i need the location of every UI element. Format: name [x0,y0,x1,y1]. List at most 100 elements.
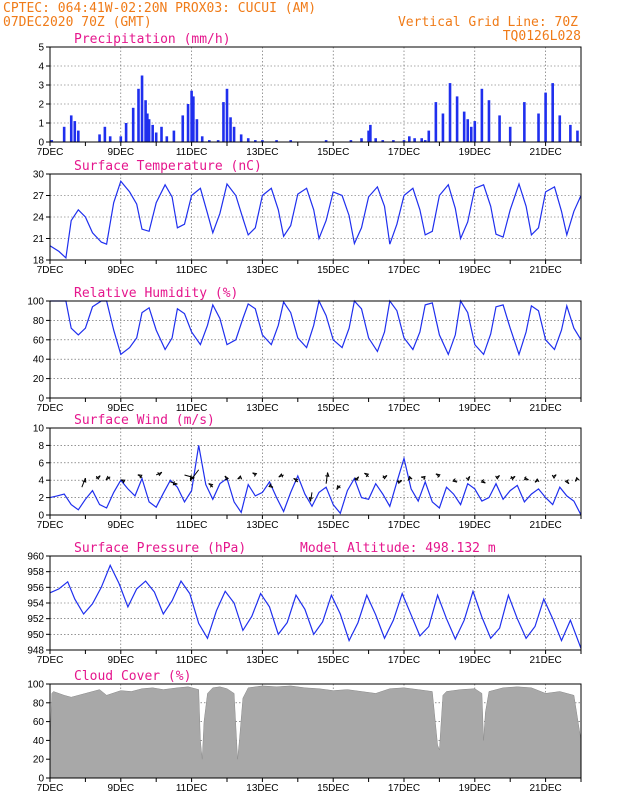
humidity-xtick-label: 7DEC [37,403,64,414]
grid-note: Vertical Grid Line: 70Z [398,15,578,30]
temperature-xtick-label: 21DEC [529,265,561,276]
wind-xtick-label: 11DEC [176,520,208,531]
precip-bar [408,136,411,142]
precip-ytick-label: 0 [38,138,44,149]
precip-bar [195,119,199,142]
wind-arrow-head [252,472,258,477]
humidity-ytick-label: 0 [38,394,44,405]
pressure-xtick-label: 19DEC [459,655,491,666]
wind-frame [49,427,582,516]
temperature-ytick-label: 27 [33,191,45,202]
wind-arrow-head [172,481,178,486]
precip-xtick-label: 17DEC [388,147,420,158]
precip-bar [275,140,278,142]
precip-xtick-label: 15DEC [317,147,349,158]
precip-bar [558,115,562,142]
wind-xtick-label: 7DEC [37,520,64,531]
precip-bar [360,138,363,142]
wind-arrow [325,472,329,484]
humidity-xtick-label: 15DEC [317,403,349,414]
cloud-frame [49,683,582,779]
temperature-ytick-label: 21 [33,234,45,245]
precip-xtick-label: 19DEC [459,147,491,158]
wind-ytick-label: 8 [38,441,44,452]
wind-arrow-head [510,475,516,481]
humidity-xtick-label: 11DEC [176,403,208,414]
precip-bar [62,126,66,142]
wind-arrow-head [157,471,163,477]
wind-arrow-head [574,476,580,482]
precip-bar [381,140,385,142]
precip-bar [146,113,149,142]
wind-arrow-head [354,476,360,482]
precip-bar [374,138,377,142]
wind-ytick-label: 0 [38,511,44,522]
cloud-ytick-label: 100 [27,680,44,691]
precip-panel: 0 1 2 3 4 5 Precipitation (mm/h) 7DEC 9DEC 11DEC 1… [37,32,582,158]
pressure-ytick-label: 956 [27,583,44,594]
wind-xtick-label: 19DEC [459,520,491,531]
wind-arrow-head [551,474,557,479]
cloud-ytick-label: 20 [33,755,45,766]
wind-arrow-head [189,476,195,482]
wind-arrow-head [105,475,111,481]
precip-bar [103,126,107,142]
precip-bar [154,132,158,142]
cloud-xtick-label: 15DEC [317,783,349,794]
wind-arrow [81,477,86,488]
precip-bar [147,119,151,142]
wind-ytick-label: 2 [38,493,44,504]
precip-bar [473,121,477,142]
precip-bar [254,140,257,142]
temperature-xtick-label: 11DEC [176,265,208,276]
precip-bar [544,92,547,142]
precip-bar [186,104,190,142]
humidity-panel: 0 20 40 60 80 100 Relative Humidity (%) 7DEC 9DE… [27,286,582,414]
humidity-xtick-label: 19DEC [459,403,491,414]
wind-arrow-head [435,473,441,478]
humidity-ytick-label: 80 [33,316,45,327]
pressure-ytick-label: 954 [27,599,44,610]
precip-bar [73,121,77,142]
pressure-ytick-label: 960 [27,552,44,563]
precip-bar [569,124,572,142]
wind-title: Surface Wind (m/s) [74,413,215,428]
precip-ytick-label: 5 [38,43,44,54]
precip-bar [137,88,140,142]
precip-bar [165,136,169,142]
humidity-title: Relative Humidity (%) [74,286,238,301]
cloud-ytick-label: 80 [33,698,45,709]
wind-arrow-head [480,479,486,484]
wind-xtick-label: 21DEC [529,520,561,531]
precip-bar [423,140,427,142]
precip-xtick-label: 13DEC [246,147,278,158]
precip-bar [190,90,193,142]
precip-xtick-label: 7DEC [37,147,64,158]
pressure-panel: 948 950 952 954 956 958 960 Surface Pressure (h… [27,541,582,666]
pressure-xtick-label: 15DEC [317,655,349,666]
cloud-ytick-label: 40 [33,736,45,747]
temperature-panel: 18 21 24 27 30 Surface Temperature (nC) 7DEC 9D… [33,159,582,276]
cloud-xtick-label: 11DEC [176,783,208,794]
wind-xtick-label: 15DEC [317,520,349,531]
temperature-line [49,179,582,260]
precip-xtick-label: 11DEC [176,147,208,158]
precip-bar [216,140,220,142]
precip-xtick-label: 21DEC [529,147,561,158]
cloud-title: Cloud Cover (%) [74,669,191,684]
wind-arrow-head [224,475,230,481]
wind-arrow-head [523,476,529,481]
temperature-xtick-label: 9DEC [107,265,134,276]
cloud-xtick-label: 19DEC [459,783,491,794]
wind-arrow-head [564,479,570,485]
wind-arrow-head [268,483,274,488]
wind-arrow-head [82,478,87,483]
precip-bar [124,123,128,142]
wind-arrow-head [237,475,243,480]
wind-arrow-head [495,475,500,480]
precip-bar [324,140,328,142]
precip-bar [239,134,243,142]
precip-ytick-label: 3 [38,81,44,92]
wind-xtick-label: 9DEC [107,520,134,531]
